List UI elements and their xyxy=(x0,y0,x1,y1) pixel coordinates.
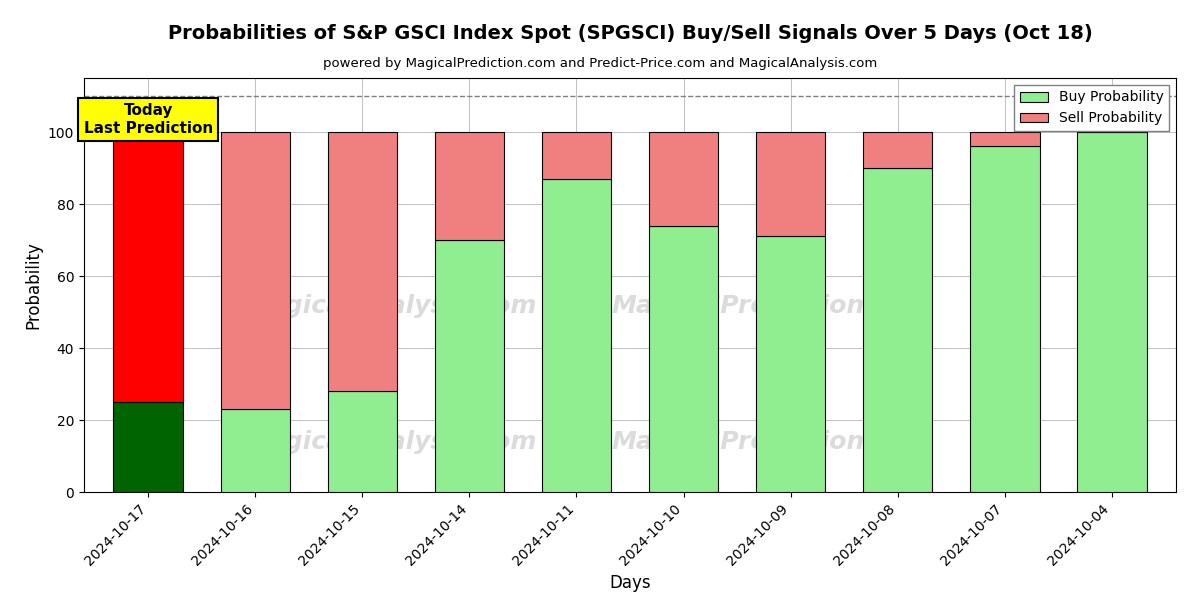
Bar xyxy=(114,132,184,402)
Bar xyxy=(863,132,932,168)
Text: MagicalAnalysis.com: MagicalAnalysis.com xyxy=(244,430,536,454)
Bar xyxy=(541,179,611,492)
Bar xyxy=(649,132,719,226)
Bar xyxy=(863,168,932,492)
Title: Probabilities of S&P GSCI Index Spot (SPGSCI) Buy/Sell Signals Over 5 Days (Oct : Probabilities of S&P GSCI Index Spot (SP… xyxy=(168,24,1092,43)
Text: MagicalAnalysis.com: MagicalAnalysis.com xyxy=(244,293,536,317)
Y-axis label: Probability: Probability xyxy=(24,241,42,329)
Bar xyxy=(328,132,397,391)
Bar xyxy=(328,391,397,492)
Bar xyxy=(970,132,1039,146)
Text: MagicaIPrediction.com: MagicaIPrediction.com xyxy=(612,430,932,454)
Bar xyxy=(970,146,1039,492)
Text: powered by MagicalPrediction.com and Predict-Price.com and MagicalAnalysis.com: powered by MagicalPrediction.com and Pre… xyxy=(323,56,877,70)
Bar xyxy=(434,240,504,492)
Legend: Buy Probability, Sell Probability: Buy Probability, Sell Probability xyxy=(1014,85,1169,131)
Bar xyxy=(221,132,290,409)
Text: Today
Last Prediction: Today Last Prediction xyxy=(84,103,212,136)
Bar xyxy=(649,226,719,492)
Bar xyxy=(114,402,184,492)
Bar xyxy=(434,132,504,240)
Bar xyxy=(756,236,826,492)
X-axis label: Days: Days xyxy=(610,574,650,592)
Bar xyxy=(756,132,826,236)
Bar xyxy=(221,409,290,492)
Text: MagicaIPrediction.com: MagicaIPrediction.com xyxy=(612,293,932,317)
Bar xyxy=(1076,132,1146,492)
Bar xyxy=(541,132,611,179)
